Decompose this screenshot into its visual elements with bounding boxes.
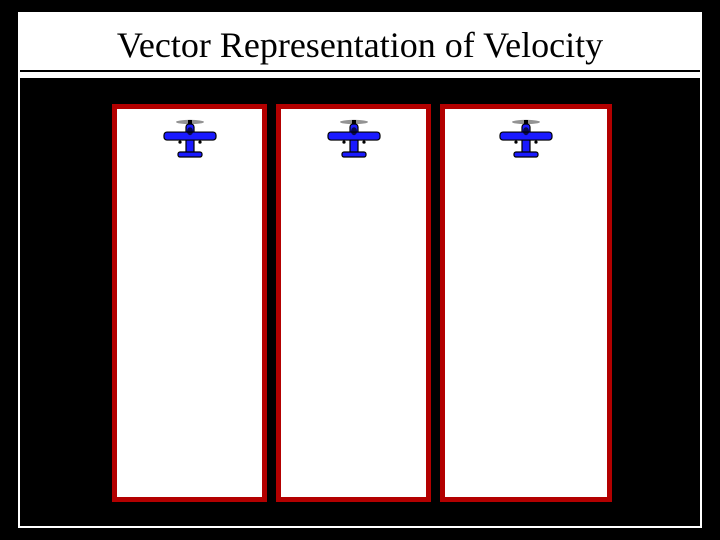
slide-frame: Vector Representation of Velocity [18, 12, 702, 528]
panel-1 [112, 104, 267, 502]
panels-container [112, 104, 612, 504]
panel-3 [440, 104, 612, 502]
airplane-icon [498, 118, 554, 167]
airplane-icon [326, 118, 382, 167]
panel-2 [276, 104, 431, 502]
slide-title: Vector Representation of Velocity [20, 24, 700, 66]
airplane-icon [162, 118, 218, 167]
title-area: Vector Representation of Velocity [20, 14, 700, 78]
title-underline [20, 70, 700, 72]
